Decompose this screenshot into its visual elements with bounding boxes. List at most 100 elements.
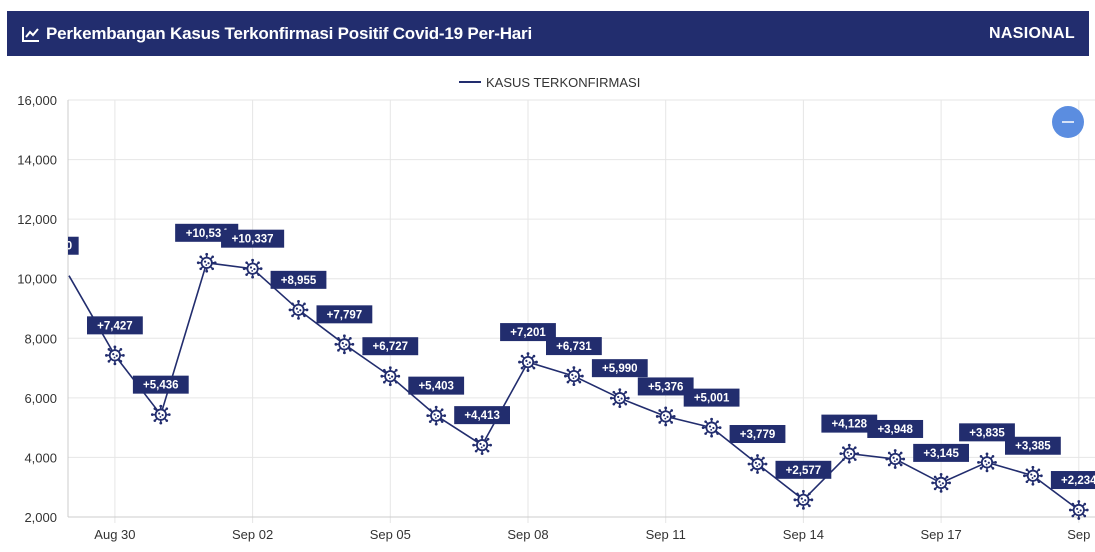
data-label-box [270, 270, 327, 289]
data-label-text: +2,577 [786, 465, 822, 477]
data-label: +4,128 [821, 414, 878, 433]
x-tick-label: Sep 14 [783, 527, 824, 542]
data-label-text: +5,376 [648, 381, 684, 393]
data-label-box [454, 406, 510, 425]
data-label-box [959, 423, 1015, 442]
x-tick-label: Sep 02 [232, 527, 273, 542]
data-label-box [637, 377, 694, 396]
line-chart-icon [22, 26, 39, 42]
data-label-text: +7,797 [327, 309, 363, 321]
y-tick-label: 14,000 [17, 153, 57, 168]
data-label-text: +10,337 [232, 234, 274, 246]
virus-icon [334, 334, 355, 355]
data-label-text: +4,413 [464, 410, 500, 422]
data-label-text: +4,128 [832, 419, 868, 431]
y-tick-label: 6,000 [24, 391, 57, 406]
chart-title-wrap: Perkembangan Kasus Terkonfirmasi Positif… [22, 11, 532, 56]
data-label-text: +3,779 [740, 429, 776, 441]
data-label-text: +7,201 [510, 327, 546, 339]
data-label: +8,955 [270, 270, 327, 289]
x-tick-label: Sep 11 [646, 527, 686, 542]
data-label: 0 [66, 236, 79, 255]
series-layer: 0 +7,427 +5,436 +10,534 +10,337 +8,955 +7,797 +… [66, 223, 1095, 521]
x-tick-label: Aug 30 [94, 527, 135, 542]
data-label-box [500, 323, 556, 342]
virus-icon [977, 452, 997, 473]
data-label-box [546, 337, 602, 356]
data-label: +3,835 [959, 423, 1015, 442]
virus-icon [609, 388, 630, 409]
data-label-box [362, 337, 419, 356]
data-label-text: +5,403 [418, 381, 454, 393]
virus-icon [1022, 465, 1043, 486]
zoom-out-button[interactable] [1052, 106, 1084, 138]
y-tick-label: 4,000 [24, 450, 57, 465]
data-label: +2,234 [1050, 471, 1095, 490]
data-label: +6,731 [546, 337, 602, 356]
data-label-text: +8,955 [281, 275, 317, 287]
data-label: +2,577 [775, 460, 832, 479]
data-label-box [821, 414, 878, 433]
data-label-box [775, 460, 832, 479]
data-label-box [68, 236, 79, 255]
data-label: +5,376 [637, 377, 694, 396]
data-label: +3,948 [867, 419, 924, 438]
data-label: +4,413 [454, 406, 510, 425]
x-tick-label: Sep [1067, 527, 1090, 542]
data-label-box [87, 316, 143, 335]
data-label: +7,427 [87, 316, 143, 335]
virus-icon [150, 404, 171, 425]
data-label: +6,727 [362, 337, 419, 356]
data-label: +10,337 [221, 229, 285, 248]
data-label-box [867, 419, 924, 438]
data-label-box [1050, 471, 1095, 490]
virus-icon [472, 435, 493, 456]
x-tick-label: Sep 17 [920, 527, 961, 542]
virus-icon [701, 417, 722, 438]
y-tick-label: 10,000 [17, 272, 57, 287]
data-label-text: +3,145 [923, 448, 959, 460]
virus-icon [196, 252, 217, 273]
data-label-text: +6,731 [556, 341, 592, 353]
data-label: +7,797 [316, 305, 373, 324]
data-label-text: +5,990 [602, 363, 638, 375]
legend: KASUS TERKONFIRMASI [459, 75, 640, 90]
data-label-box [729, 425, 786, 444]
y-tick-label: 2,000 [24, 510, 57, 525]
data-label-box [408, 376, 465, 395]
data-label-text: 0 [66, 241, 72, 253]
data-label: +5,001 [683, 388, 740, 407]
x-tick-label: Sep 05 [370, 527, 411, 542]
series-line [68, 261, 1080, 511]
legend-label: KASUS TERKONFIRMASI [486, 75, 640, 90]
region-label: NASIONAL [989, 24, 1075, 42]
data-label-text: +7,427 [97, 320, 133, 332]
data-label-box [316, 305, 373, 324]
virus-icon [885, 448, 906, 469]
chart-header: Perkembangan Kasus Terkonfirmasi Positif… [7, 11, 1089, 56]
axis-layer: 2,000 4,000 6,000 8,000 10,000 12,000 14,000 16… [17, 93, 1095, 542]
data-label-text: +5,001 [694, 393, 730, 405]
data-label-text: +3,385 [1015, 441, 1051, 453]
data-label-text: +5,436 [143, 380, 179, 392]
data-label-box [913, 443, 969, 462]
data-label-text: +3,948 [877, 424, 913, 436]
data-label-box [1005, 436, 1061, 455]
data-label: +3,779 [729, 425, 786, 444]
virus-icon [104, 345, 125, 366]
virus-icon [563, 366, 584, 387]
virus-icon [518, 352, 538, 373]
chart-title: Perkembangan Kasus Terkonfirmasi Positif… [46, 23, 532, 43]
data-label: +3,385 [1005, 436, 1061, 455]
data-label: +5,990 [591, 359, 648, 378]
data-label-text: +3,835 [969, 427, 1005, 439]
data-label-text: +6,727 [373, 341, 409, 353]
data-label: +3,145 [913, 443, 969, 462]
y-tick-label: 8,000 [24, 331, 57, 346]
data-label-box [132, 375, 189, 394]
data-label: +7,201 [500, 323, 556, 342]
x-tick-label: Sep 08 [507, 527, 548, 542]
virus-icon [655, 406, 676, 427]
data-label-text: +10,534 [186, 228, 228, 240]
